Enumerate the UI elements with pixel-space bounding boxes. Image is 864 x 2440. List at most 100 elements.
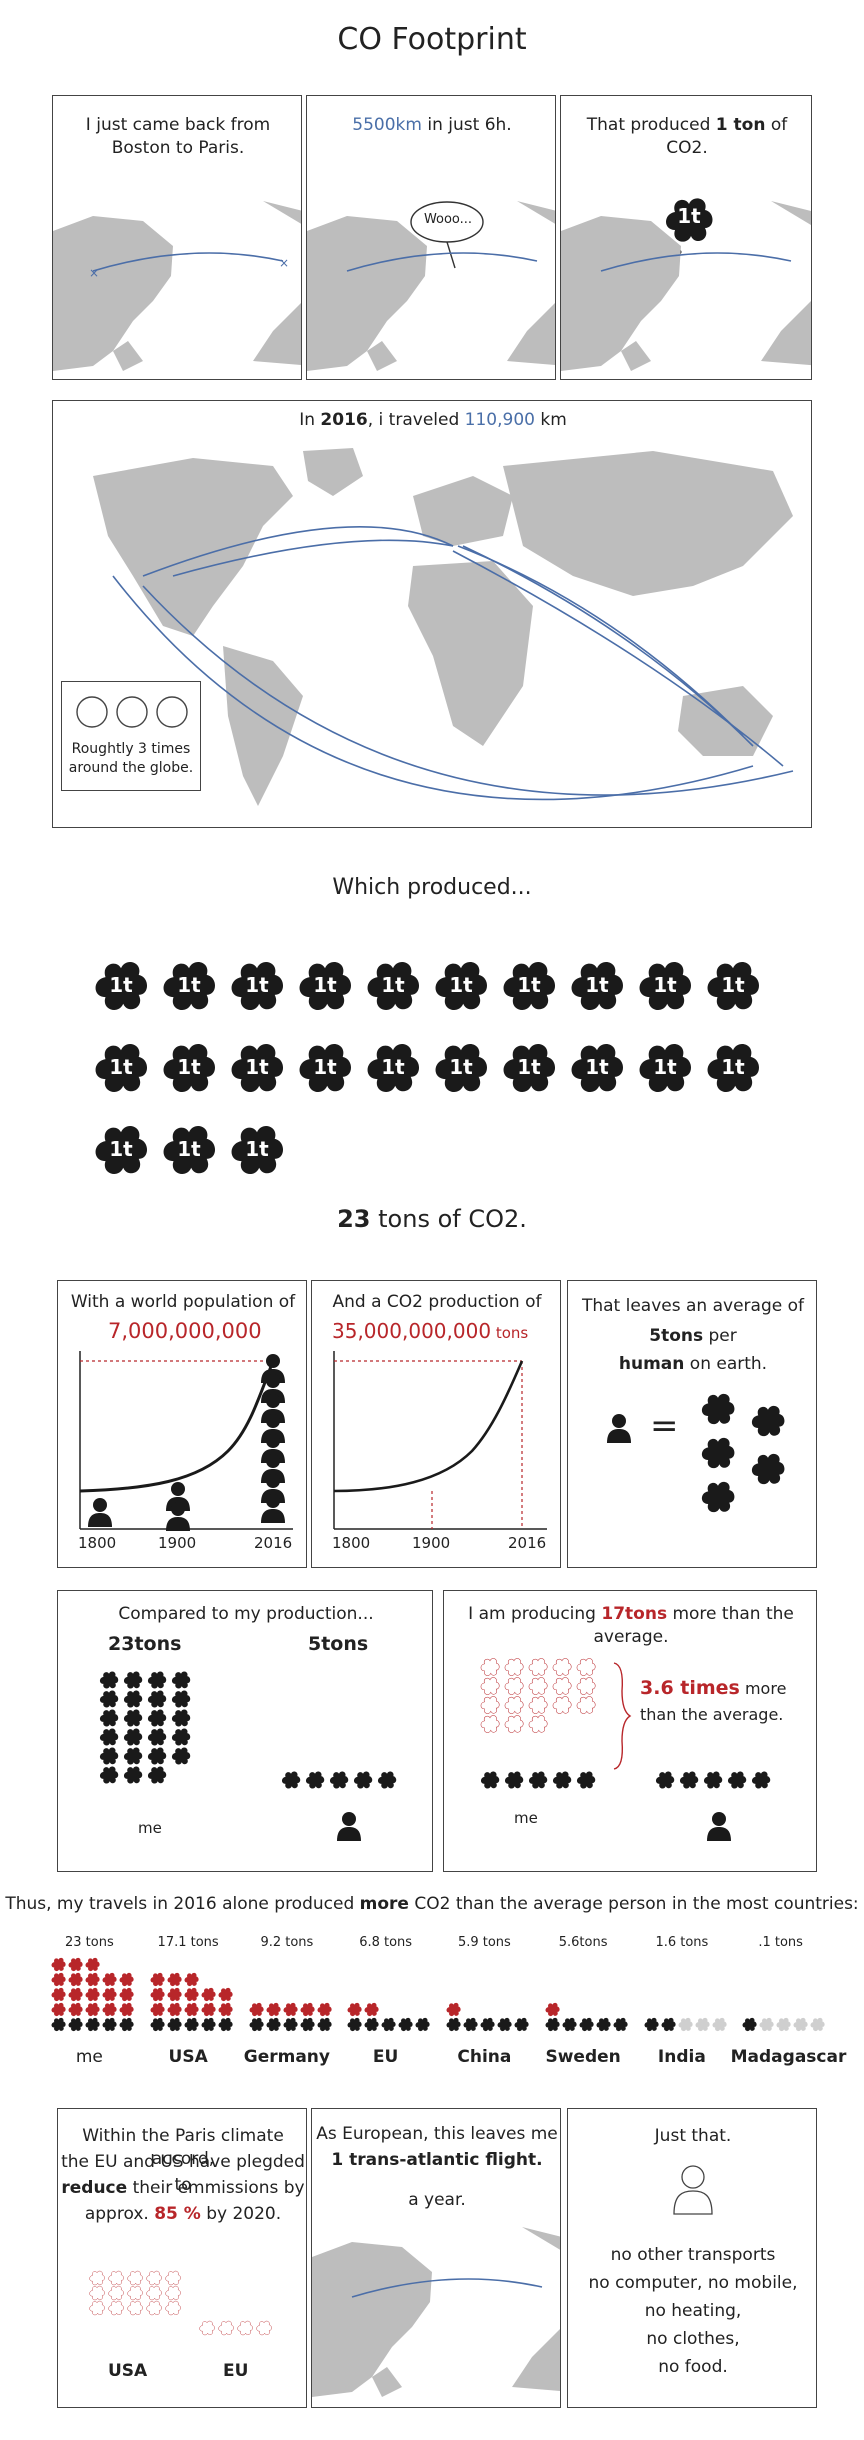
paris-approx: approx.	[84, 2204, 155, 2224]
country-cloud-icon	[759, 2017, 774, 2032]
co2-cloud: 1t	[158, 1037, 220, 1103]
cloud-label: 1t	[449, 973, 473, 997]
small-cloud-icon	[329, 1771, 349, 1789]
just-l2: no computer, no mobile,	[588, 2273, 798, 2293]
globe-note-box: Roughtly 3 times around the globe.	[61, 681, 201, 791]
globe-icons	[76, 696, 188, 728]
panel-text: I just came back from Boston to Paris.	[85, 115, 271, 158]
country-name: USA	[168, 2047, 208, 2067]
country-cloud-icon	[184, 2017, 199, 2032]
small-cloud-icon	[504, 1715, 524, 1733]
which-produced-heading: Which produced...	[332, 875, 532, 900]
small-cloud-icon	[377, 1771, 397, 1789]
times-rest: more	[739, 1679, 787, 1698]
country-cloud-icon	[514, 2017, 529, 2032]
small-cloud-icon	[727, 1771, 747, 1789]
small-cloud-icon	[281, 1771, 301, 1789]
person-icon	[707, 1812, 731, 1841]
text-bold: 1 ton	[715, 115, 766, 135]
country-cloud-icon	[793, 2017, 808, 2032]
co2-value: 35,000,000,000	[332, 1319, 492, 1343]
euro-l1: As European, this leaves me	[316, 2124, 558, 2144]
avg-line3: human on earth.	[573, 1353, 813, 1376]
distance-value: 5500km	[352, 115, 422, 135]
country-cloud-icon	[545, 2017, 560, 2032]
panel-european: As European, this leaves me 1 trans-atla…	[311, 2108, 561, 2408]
small-cloud-icon	[679, 1771, 699, 1789]
country-cloud-icon	[347, 2002, 362, 2017]
brace	[613, 1662, 632, 1770]
co2-cloud: 1t	[294, 1037, 356, 1103]
small-cloud-icon	[703, 1771, 723, 1789]
world-mid: , i traveled	[367, 410, 465, 430]
small-cloud-icon	[237, 2320, 253, 2336]
small-cloud-icon	[528, 1771, 548, 1789]
just-that-title: Just that.	[654, 2126, 732, 2146]
co2-cloud: 1t	[430, 955, 492, 1021]
cloud-label: 1t	[313, 1055, 337, 1079]
country-cloud-icon	[102, 2002, 117, 2017]
co2-value-line: 35,000,000,000 tons	[332, 1319, 560, 1343]
country-tons: 5.9 tons	[457, 1935, 511, 1950]
country-cloud-icon	[167, 1987, 182, 2002]
co2-cloud: 1t	[634, 1037, 696, 1103]
country-cloud-icon	[51, 2017, 66, 2032]
globe-note: Roughtly 3 times around the globe.	[68, 741, 194, 776]
panel-text: 5500km in just 6h.	[317, 114, 547, 137]
co2-cloud: 1t	[430, 1037, 492, 1103]
paris-reduce: reduce	[61, 2178, 128, 2198]
paris-usa-label: USA	[108, 2361, 148, 2381]
panel-one-ton: That produced 1 ton of CO2. 1t	[560, 95, 812, 380]
total-tons-rest: tons of CO2.	[370, 1205, 527, 1233]
co2-cloud-grid: 1t 1t 1t 1t 1t 1t 1t 1t 1t 1t 1t 1t 1t 1t 1t 1t 1t 1t 1t 1t…	[90, 955, 790, 1195]
paris-l1: Within the Paris climate accord,	[82, 2126, 284, 2169]
small-cloud-icon	[353, 1771, 373, 1789]
small-cloud-icon	[576, 1696, 596, 1714]
cloud-label: 1t	[585, 973, 609, 997]
small-cloud-icon	[147, 1766, 167, 1784]
panel-co2-production: And a CO2 production of 35,000,000,000 t…	[311, 1280, 561, 1568]
co2-cloud: 1t	[362, 955, 424, 1021]
cloud-label: 1t	[245, 1055, 269, 1079]
co2-cloud: 1t	[566, 1037, 628, 1103]
country-cloud-icon	[678, 2017, 693, 2032]
text-pre: That produced	[586, 115, 716, 135]
cloud-label: 1t	[177, 1055, 201, 1079]
population-title: With a world population of	[70, 1292, 296, 1312]
just-l5: no food.	[658, 2357, 728, 2377]
small-cloud-icon	[552, 1696, 572, 1714]
small-cloud-icon	[305, 1771, 325, 1789]
country-tons: 5.6tons	[558, 1935, 608, 1950]
world-km: 110,900	[464, 410, 535, 430]
times-line: 3.6 times more	[640, 1677, 810, 1699]
more-title: I am producing 17tons more than the aver…	[444, 1603, 816, 1649]
avg-tons: 5tons	[649, 1326, 704, 1346]
panel-distance: 5500km in just 6h. Wooo...	[306, 95, 556, 380]
country-cloud-icon	[283, 2002, 298, 2017]
person-outline-icon	[673, 2165, 713, 2215]
excess-clouds	[479, 1656, 614, 1766]
euro-l2: 1 trans-atlantic flight.	[331, 2150, 543, 2170]
co2-tick-2016: 2016	[508, 1534, 547, 1552]
cloud-label: 1t	[109, 1137, 133, 1161]
panel-more-than-average: I am producing 17tons more than the aver…	[443, 1590, 817, 1872]
population-chart	[79, 1351, 293, 1531]
country-cloud-icon	[201, 2002, 216, 2017]
country-cloud-icon	[68, 2002, 83, 2017]
paris-l2: the EU and US have plegded to	[61, 2152, 305, 2195]
me-label: me	[138, 1819, 162, 1837]
cloud-label: 1t	[313, 973, 337, 997]
person-icon	[337, 1812, 361, 1841]
co2-cloud: 1t	[158, 1119, 220, 1185]
country-cloud-icon	[446, 2017, 461, 2032]
avg-line1: That leaves an average of	[581, 1296, 804, 1316]
cloud-label: 1t	[381, 1055, 405, 1079]
co2-cloud: 1t	[498, 1037, 560, 1103]
small-cloud-icon	[199, 2320, 215, 2336]
world-pre: In	[299, 410, 321, 430]
small-cloud-icon	[218, 2320, 234, 2336]
co2-cloud: 1t	[226, 1037, 288, 1103]
country-name: Madagascar	[730, 2047, 847, 2067]
country-tons: 9.2 tons	[260, 1935, 314, 1950]
panel-boston-paris: I just came back from Boston to Paris. ×…	[52, 95, 302, 380]
